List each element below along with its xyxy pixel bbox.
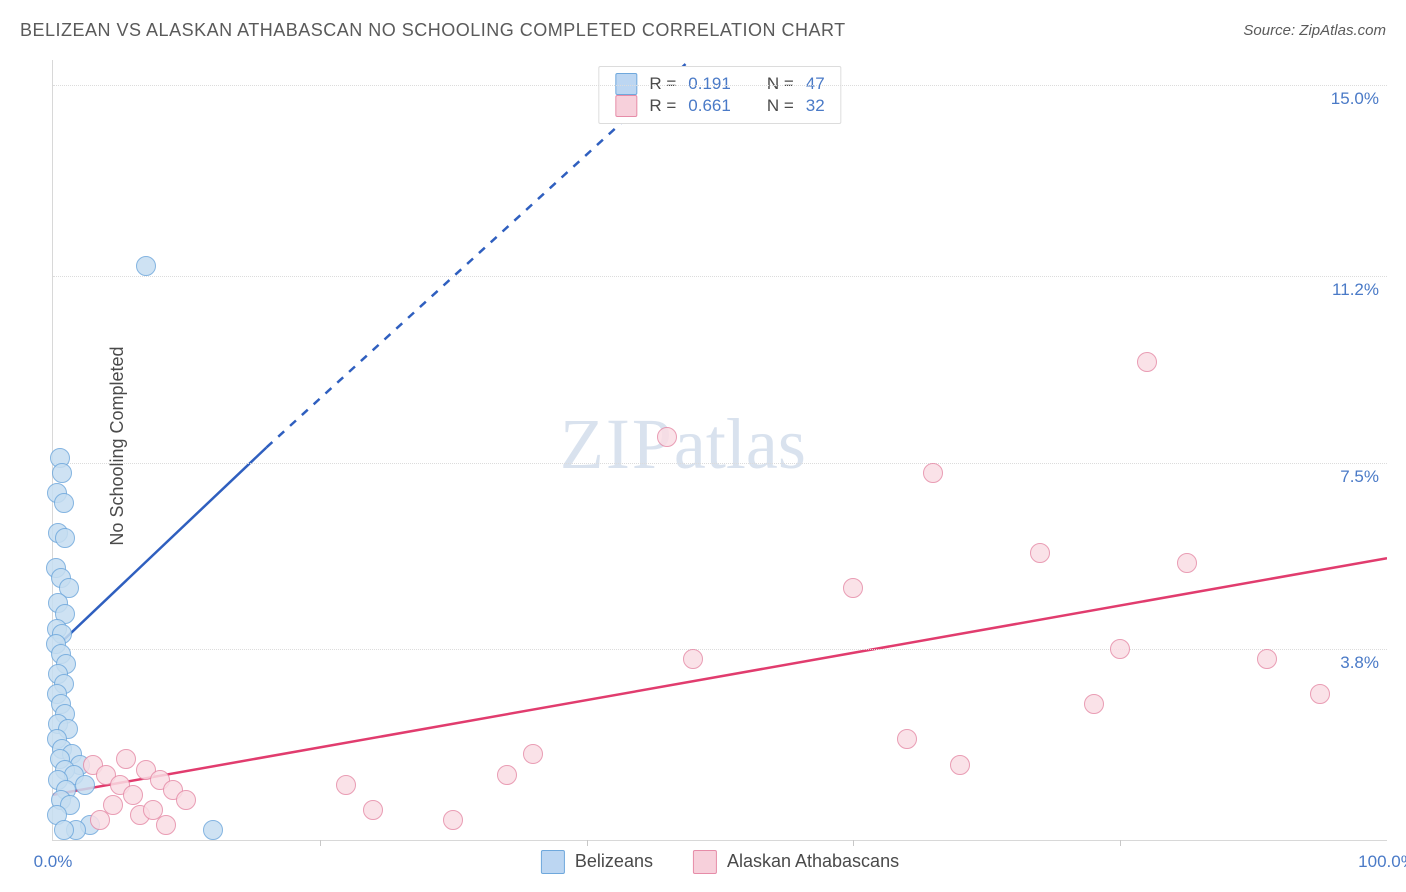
data-point-alaskan xyxy=(123,785,143,805)
y-tick-label: 3.8% xyxy=(1340,653,1379,673)
data-point-belizeans xyxy=(75,775,95,795)
x-tick-label-end: 100.0% xyxy=(1358,852,1406,872)
y-tick-label: 11.2% xyxy=(1332,280,1379,300)
data-point-alaskan xyxy=(116,749,136,769)
data-point-alaskan xyxy=(1310,684,1330,704)
y-tick-label: 7.5% xyxy=(1340,467,1379,487)
legend-series-label: Alaskan Athabascans xyxy=(727,851,899,871)
x-tick xyxy=(1120,840,1121,846)
legend-item-belizeans: Belizeans xyxy=(541,850,653,874)
legend-swatch-icon xyxy=(541,850,565,874)
data-point-belizeans xyxy=(52,463,72,483)
watermark-zip: ZIP xyxy=(560,404,674,484)
data-point-alaskan xyxy=(1030,543,1050,563)
data-point-belizeans xyxy=(54,820,74,840)
legend-swatch-belizeans xyxy=(615,73,637,95)
legend-n-value-belizeans: 47 xyxy=(806,74,825,94)
legend-r-label: R = xyxy=(649,96,676,116)
watermark: ZIPatlas xyxy=(560,403,806,486)
legend-n-label: N = xyxy=(767,96,794,116)
legend-item-alaskan: Alaskan Athabascans xyxy=(693,850,899,874)
chart-title: BELIZEAN VS ALASKAN ATHABASCAN NO SCHOOL… xyxy=(20,20,846,41)
data-point-belizeans xyxy=(203,820,223,840)
legend-series-label: Belizeans xyxy=(575,851,653,871)
legend-swatch-icon xyxy=(693,850,717,874)
data-point-alaskan xyxy=(1110,639,1130,659)
data-point-alaskan xyxy=(176,790,196,810)
source-attribution: Source: ZipAtlas.com xyxy=(1243,22,1386,39)
data-point-alaskan xyxy=(90,810,110,830)
data-point-alaskan xyxy=(1177,553,1197,573)
x-tick-label-start: 0.0% xyxy=(34,852,73,872)
data-point-alaskan xyxy=(897,729,917,749)
gridline xyxy=(53,85,1387,86)
x-tick xyxy=(320,840,321,846)
legend-n-value-alaskan: 32 xyxy=(806,96,825,116)
correlation-legend: R = 0.191 N = 47 R = 0.661 N = 32 xyxy=(598,66,841,124)
legend-r-value-alaskan: 0.661 xyxy=(688,96,731,116)
y-tick-label: 15.0% xyxy=(1331,89,1379,109)
data-point-alaskan xyxy=(523,744,543,764)
scatter-plot-area: ZIPatlas R = 0.191 N = 47 R = 0.661 N = … xyxy=(52,60,1387,841)
data-point-alaskan xyxy=(1137,352,1157,372)
data-point-alaskan xyxy=(497,765,517,785)
data-point-belizeans xyxy=(136,256,156,276)
data-point-alaskan xyxy=(336,775,356,795)
data-point-alaskan xyxy=(657,427,677,447)
legend-r-value-belizeans: 0.191 xyxy=(688,74,731,94)
watermark-atlas: atlas xyxy=(674,404,806,484)
legend-n-label: N = xyxy=(767,74,794,94)
gridline xyxy=(53,463,1387,464)
data-point-alaskan xyxy=(950,755,970,775)
data-point-alaskan xyxy=(923,463,943,483)
data-point-belizeans xyxy=(54,493,74,513)
trend-lines-layer xyxy=(53,60,1387,840)
data-point-alaskan xyxy=(683,649,703,669)
x-tick xyxy=(587,840,588,846)
data-point-alaskan xyxy=(443,810,463,830)
data-point-alaskan xyxy=(1257,649,1277,669)
x-tick xyxy=(853,840,854,846)
series-legend: Belizeans Alaskan Athabascans xyxy=(541,850,899,874)
data-point-belizeans xyxy=(55,528,75,548)
source-label: Source: xyxy=(1243,22,1295,39)
legend-row-belizeans: R = 0.191 N = 47 xyxy=(615,73,824,95)
gridline xyxy=(53,649,1387,650)
source-link[interactable]: ZipAtlas.com xyxy=(1299,22,1386,39)
data-point-alaskan xyxy=(843,578,863,598)
legend-row-alaskan: R = 0.661 N = 32 xyxy=(615,95,824,117)
data-point-alaskan xyxy=(156,815,176,835)
legend-r-label: R = xyxy=(649,74,676,94)
data-point-alaskan xyxy=(1084,694,1104,714)
legend-swatch-alaskan xyxy=(615,95,637,117)
gridline xyxy=(53,276,1387,277)
data-point-alaskan xyxy=(363,800,383,820)
